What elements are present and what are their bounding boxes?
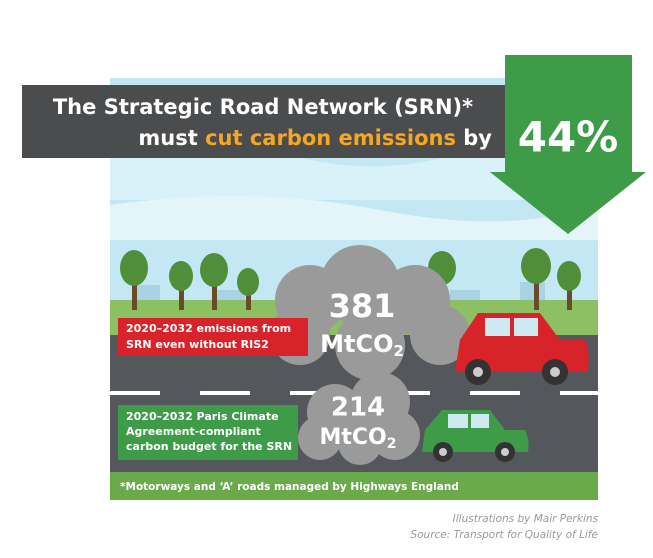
label-line: 2020–2032 emissions from [126,322,291,335]
label-box [118,405,298,460]
green-car [422,410,529,462]
smoke-large [270,245,470,380]
title-box [22,85,505,158]
credit: Illustrations by Mair Perkins [453,513,599,525]
title-text: by [463,126,492,150]
red-car [455,313,589,385]
emission-unit: MtCO2 [319,425,396,452]
reduction-value: 44% [518,113,619,162]
label-line: SRN even without RIS2 [126,338,269,351]
label-line: Agreement-compliant [126,425,261,438]
unit-subscript: 2 [393,342,403,360]
emission-value: 214 [331,393,385,423]
label-box [118,318,308,356]
title-line: The Strategic Road Network (SRN)* [53,95,473,119]
title-text: must [138,126,197,150]
unit: MtCO [320,330,393,358]
emission-unit: MtCO2 [320,330,404,360]
cloud-band [110,196,598,240]
smoke-small [298,372,420,465]
footnote-bar [110,472,598,500]
title-line: must cut carbon emissions by [138,126,492,150]
label-line: 2020–2032 Paris Climate [126,410,279,423]
unit: MtCO [319,425,386,450]
down-arrow [490,55,646,234]
credit: Source: Transport for Quality of Life [410,529,598,541]
title-highlight: cut carbon emissions [205,126,456,150]
label-line: carbon budget for the SRN [126,440,292,453]
footnote: *Motorways and ‘A’ roads managed by High… [120,481,459,493]
emission-value: 381 [329,287,396,325]
unit-subscript: 2 [387,436,397,452]
